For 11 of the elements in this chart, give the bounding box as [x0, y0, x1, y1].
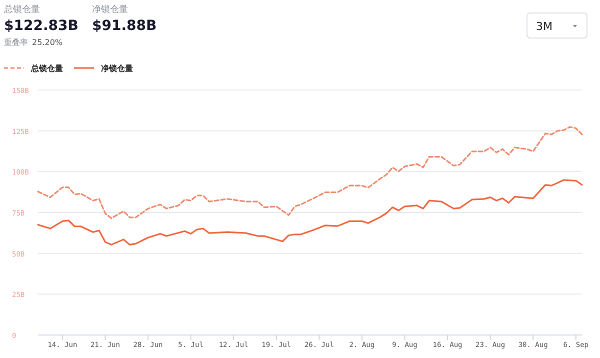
line-series — [37, 126, 583, 220]
text: 总锁仓量 — [3, 4, 40, 15]
control-dropdown: 3M — [526, 12, 588, 38]
legend-label: 净锁仓量 — [101, 64, 133, 73]
text: $122.83B — [4, 18, 78, 34]
text: $91.88B — [92, 18, 157, 34]
legend-label: 总锁仓量 — [30, 64, 63, 73]
line-series — [37, 179, 583, 246]
text: 重叠率 — [4, 38, 28, 47]
text: 净锁仓量 — [92, 4, 128, 15]
text: 25.20% — [32, 38, 63, 47]
